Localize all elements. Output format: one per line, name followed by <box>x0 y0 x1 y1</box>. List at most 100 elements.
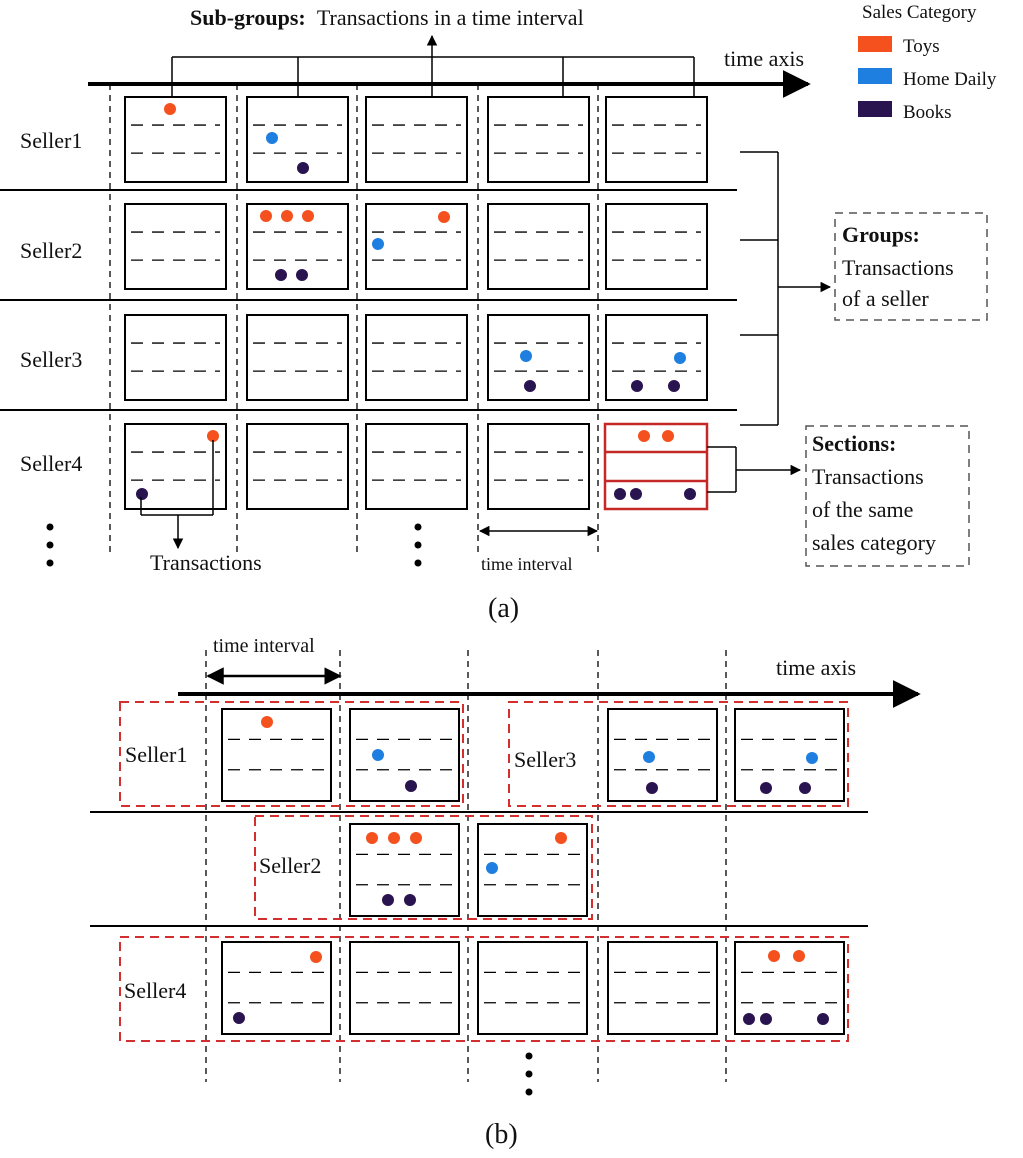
time-interval-label-b: time interval <box>213 635 315 657</box>
subgroup-cell <box>246 203 349 290</box>
sections-line-3: sales category <box>812 530 936 555</box>
subgroup-cell <box>487 423 590 510</box>
interval-separators-a <box>109 84 599 553</box>
transaction-dot <box>366 832 378 844</box>
transaction-dot <box>555 832 567 844</box>
subgroup-cell <box>124 203 227 290</box>
subgroup-cell <box>246 314 349 401</box>
transactions-label: Transactions <box>150 550 262 575</box>
subgroup-cell <box>477 941 588 1035</box>
transaction-dot <box>261 716 273 728</box>
transaction-dot <box>668 380 680 392</box>
transaction-dot <box>281 210 293 222</box>
seller-group-3 <box>508 701 849 807</box>
groups-line-2: of a seller <box>842 286 929 311</box>
transaction-dot <box>310 951 322 963</box>
legend-label-toys: Toys <box>903 36 940 57</box>
transaction-dot <box>266 132 278 144</box>
transaction-dot <box>760 782 772 794</box>
subgroup-cell <box>365 96 468 183</box>
time-interval-label-a: time interval <box>481 554 572 574</box>
transaction-dot <box>388 832 400 844</box>
transaction-dot <box>260 210 272 222</box>
time-axis-label-b: time axis <box>776 655 856 680</box>
sections-line-1: Transactions <box>812 464 924 489</box>
transaction-dot <box>486 862 498 874</box>
transaction-dot <box>372 749 384 761</box>
subgroups-bracket <box>171 34 695 97</box>
subgroup-grid-b <box>221 708 845 1035</box>
subgroup-cell <box>487 314 590 401</box>
transaction-dot <box>296 269 308 281</box>
groups-bracket <box>740 151 832 426</box>
transaction-dot <box>806 752 818 764</box>
seller-group-2 <box>254 815 593 920</box>
sections-line-2: of the same <box>812 497 913 522</box>
transaction-dot <box>302 210 314 222</box>
interval-separators-b <box>205 650 727 1082</box>
transaction-dot <box>372 238 384 250</box>
seller-label-a-3: Seller3 <box>20 347 82 372</box>
transaction-dot <box>799 782 811 794</box>
transaction-dot <box>405 780 417 792</box>
transaction-dot <box>817 1013 829 1025</box>
panel-a: Sub-groups: Transactions in a time inter… <box>0 5 988 624</box>
seller-label-b-2: Seller2 <box>259 853 321 878</box>
seller-separators-b <box>90 811 868 927</box>
subgroup-cell <box>734 708 845 802</box>
subgroup-cell <box>221 941 332 1035</box>
transaction-dot <box>410 832 422 844</box>
seller-groups-b <box>119 701 849 1042</box>
transaction-dot <box>438 211 450 223</box>
subgroup-grid-a <box>124 96 708 510</box>
sections-box <box>805 425 970 567</box>
groups-bold: Groups: <box>842 222 920 247</box>
subgroup-cell <box>487 96 590 183</box>
legend-label-home-daily: Home Daily <box>903 69 997 90</box>
subgroup-cell <box>349 823 460 917</box>
subgroup-cell <box>365 203 468 290</box>
sections-bold: Sections: <box>812 431 896 456</box>
groups-line-1: Transactions <box>842 255 954 280</box>
legend-label-books: Books <box>903 102 952 123</box>
time-axis-label-a: time axis <box>724 46 804 71</box>
transaction-dot <box>164 103 176 115</box>
sections-bracket <box>707 446 802 493</box>
subgroup-cell <box>365 423 468 510</box>
subgroups-text: Transactions in a time interval <box>317 5 584 30</box>
legend-swatch-toys <box>858 36 892 52</box>
subgroup-cell <box>365 314 468 401</box>
transaction-dot <box>630 488 642 500</box>
subgroup-cell <box>124 96 227 183</box>
transaction-dot <box>233 1012 245 1024</box>
transaction-dot <box>760 1013 772 1025</box>
subgroup-cell <box>349 708 460 802</box>
groups-box <box>834 212 988 321</box>
seller-label-a-2: Seller2 <box>20 238 82 263</box>
caption-a: (a) <box>488 593 519 624</box>
legend: Sales Category Toys Home Daily Books <box>858 2 997 123</box>
subgroup-cell <box>605 96 708 183</box>
continuation-dots-a <box>46 523 422 567</box>
transaction-dot <box>524 380 536 392</box>
subgroup-cell <box>221 708 332 802</box>
transaction-dot <box>614 488 626 500</box>
transaction-dot <box>136 488 148 500</box>
seller-group-1 <box>119 701 464 807</box>
subgroup-cell <box>349 941 460 1035</box>
transaction-dot <box>207 430 219 442</box>
subgroup-cell <box>124 314 227 401</box>
subgroup-cell <box>246 423 349 510</box>
seller-group-4 <box>119 936 849 1042</box>
transaction-dot <box>382 894 394 906</box>
seller-label-b-3: Seller3 <box>514 747 576 772</box>
legend-swatch-home-daily <box>858 68 892 84</box>
legend-swatch-books <box>858 101 892 117</box>
transaction-dot <box>768 950 780 962</box>
seller-label-b-1: Seller1 <box>125 742 187 767</box>
subgroup-cell <box>605 203 708 290</box>
seller-separators-a <box>0 189 737 411</box>
subgroup-cell <box>124 423 227 510</box>
